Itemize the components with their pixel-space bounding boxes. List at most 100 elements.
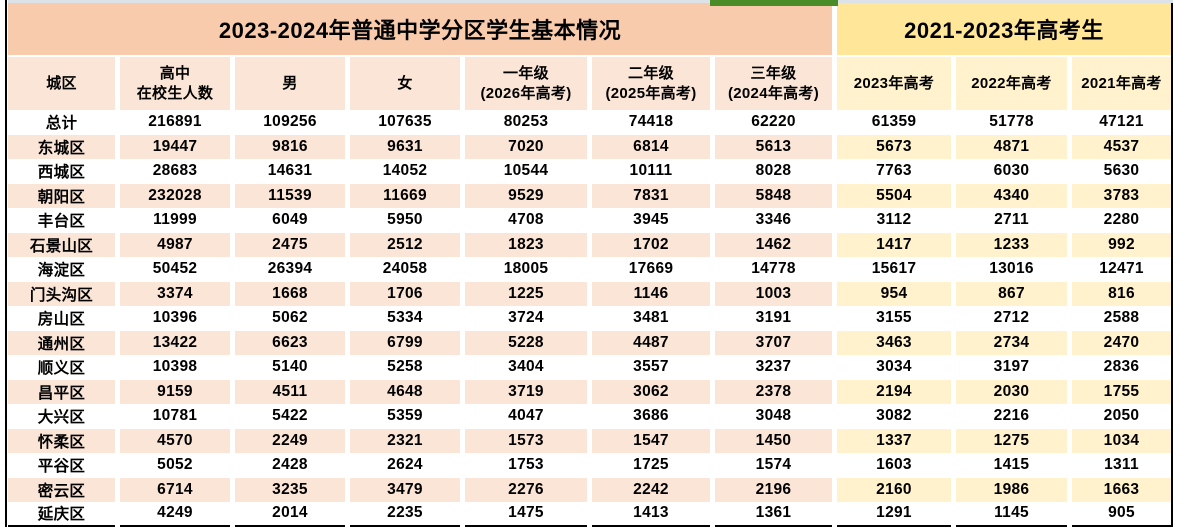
value-cell: 6714 [120,477,230,502]
value-cell: 2242 [592,477,710,502]
value-cell: 14778 [715,257,832,282]
value-cell: 4249 [120,502,230,527]
value-cell: 1663 [1072,477,1171,502]
value-cell: 2836 [1072,355,1171,380]
value-cell: 3112 [837,208,951,233]
value-cell: 1145 [956,502,1067,527]
value-cell: 3557 [592,355,710,380]
value-cell: 1702 [592,232,710,257]
district-cell: 石景山区 [8,232,115,257]
value-cell: 3237 [715,355,832,380]
district-cell: 总计 [8,110,115,135]
value-cell: 5258 [350,355,460,380]
value-cell: 5359 [350,404,460,429]
value-cell: 14631 [235,159,345,184]
header-cell: 高中 在校生人数 [120,57,230,110]
value-cell: 867 [956,281,1067,306]
value-cell: 51778 [956,110,1067,135]
value-cell: 3945 [592,208,710,233]
value-cell: 9631 [350,134,460,159]
district-cell: 通州区 [8,330,115,355]
value-cell: 9529 [465,183,587,208]
value-cell: 4537 [1072,134,1171,159]
value-cell: 2711 [956,208,1067,233]
district-cell: 西城区 [8,159,115,184]
table-left-border [5,0,7,527]
value-cell: 7763 [837,159,951,184]
value-cell: 2196 [715,477,832,502]
value-cell: 1275 [956,428,1067,453]
value-cell: 3481 [592,306,710,331]
table-row: 门头沟区 3374 1668 1706 1225 1146 1003 954 867 816 [8,281,1171,306]
table-row: 延庆区 4249 2014 2235 1475 1413 1361 1291 1145 905 [8,502,1171,527]
header-label: 2022年高考 [971,74,1052,92]
value-cell: 232028 [120,183,230,208]
header-cell: 城区 [8,57,115,110]
value-cell: 8028 [715,159,832,184]
value-cell: 3197 [956,355,1067,380]
value-cell: 6049 [235,208,345,233]
district-cell: 怀柔区 [8,428,115,453]
value-cell: 992 [1072,232,1171,257]
district-cell: 东城区 [8,134,115,159]
value-cell: 2624 [350,453,460,478]
value-cell: 15617 [837,257,951,282]
header-cell: 2022年高考 [956,57,1067,110]
value-cell: 5334 [350,306,460,331]
title-right: 2021-2023年高考生 [837,3,1171,55]
district-cell: 朝阳区 [8,183,115,208]
value-cell: 2160 [837,477,951,502]
header-cell: 2021年高考 [1072,57,1171,110]
value-cell: 5950 [350,208,460,233]
value-cell: 3062 [592,379,710,404]
value-cell: 4570 [120,428,230,453]
value-cell: 10111 [592,159,710,184]
title-left: 2023-2024年普通中学分区学生基本情况 [8,3,832,55]
district-cell: 大兴区 [8,404,115,429]
header-label: (2024年高考) [727,84,820,102]
header-label: (2025年高考) [605,84,697,102]
value-cell: 216891 [120,110,230,135]
value-cell: 1233 [956,232,1067,257]
value-cell: 4511 [235,379,345,404]
value-cell: 6030 [956,159,1067,184]
table-body: 总计 216891 109256 107635 80253 74418 62220 61359… [8,110,1171,527]
value-cell: 3463 [837,330,951,355]
value-cell: 5630 [1072,159,1171,184]
value-cell: 11999 [120,208,230,233]
value-cell: 2512 [350,232,460,257]
value-cell: 4047 [465,404,587,429]
value-cell: 1725 [592,453,710,478]
value-cell: 3479 [350,477,460,502]
value-cell: 6623 [235,330,345,355]
value-cell: 1311 [1072,453,1171,478]
header-cell: 三年级 (2024年高考) [715,57,832,110]
value-cell: 1547 [592,428,710,453]
value-cell: 2588 [1072,306,1171,331]
value-cell: 1003 [715,281,832,306]
district-cell: 昌平区 [8,379,115,404]
value-cell: 3034 [837,355,951,380]
value-cell: 2475 [235,232,345,257]
value-cell: 1574 [715,453,832,478]
header-label: (2026年高考) [480,84,572,102]
value-cell: 5673 [837,134,951,159]
district-cell: 房山区 [8,306,115,331]
value-cell: 2378 [715,379,832,404]
district-cell: 丰台区 [8,208,115,233]
value-cell: 1291 [837,502,951,527]
value-cell: 5052 [120,453,230,478]
value-cell: 13016 [956,257,1067,282]
value-cell: 1361 [715,502,832,527]
value-cell: 5140 [235,355,345,380]
table-row: 顺义区 10398 5140 5258 3404 3557 3237 3034 3197 2836 [8,355,1171,380]
value-cell: 2712 [956,306,1067,331]
value-cell: 11539 [235,183,345,208]
header-label: 在校生人数 [136,84,214,102]
value-cell: 3719 [465,379,587,404]
district-cell: 顺义区 [8,355,115,380]
value-cell: 5422 [235,404,345,429]
value-cell: 28683 [120,159,230,184]
value-cell: 24058 [350,257,460,282]
